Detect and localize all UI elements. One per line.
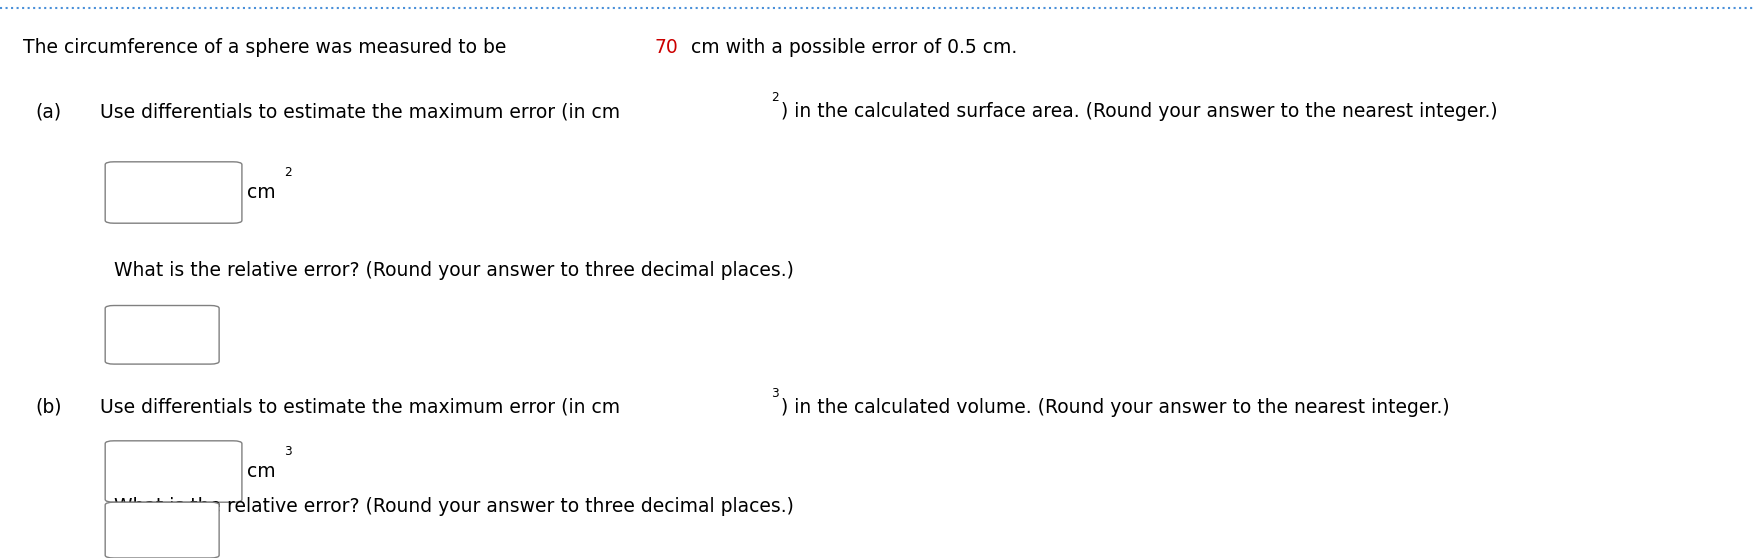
- Text: (a): (a): [35, 102, 61, 121]
- FancyBboxPatch shape: [105, 162, 242, 223]
- Text: ) in the calculated volume. (Round your answer to the nearest integer.): ) in the calculated volume. (Round your …: [782, 398, 1450, 417]
- FancyBboxPatch shape: [105, 306, 219, 364]
- Text: 2: 2: [284, 166, 291, 180]
- Text: 2: 2: [771, 91, 778, 104]
- Text: What is the relative error? (Round your answer to three decimal places.): What is the relative error? (Round your …: [114, 261, 794, 280]
- Text: 3: 3: [284, 445, 291, 459]
- Text: ) in the calculated surface area. (Round your answer to the nearest integer.): ) in the calculated surface area. (Round…: [782, 102, 1497, 121]
- Text: 3: 3: [771, 387, 778, 400]
- FancyBboxPatch shape: [105, 502, 219, 558]
- Text: cm: cm: [247, 462, 275, 481]
- Text: (b): (b): [35, 398, 61, 417]
- Text: 70: 70: [654, 38, 678, 57]
- Text: cm with a possible error of 0.5 cm.: cm with a possible error of 0.5 cm.: [685, 38, 1017, 57]
- Text: Use differentials to estimate the maximum error (in cm: Use differentials to estimate the maximu…: [100, 102, 621, 121]
- FancyBboxPatch shape: [105, 441, 242, 502]
- Text: The circumference of a sphere was measured to be: The circumference of a sphere was measur…: [23, 38, 512, 57]
- Text: cm: cm: [247, 183, 275, 202]
- Text: What is the relative error? (Round your answer to three decimal places.): What is the relative error? (Round your …: [114, 497, 794, 516]
- Text: Use differentials to estimate the maximum error (in cm: Use differentials to estimate the maximu…: [100, 398, 621, 417]
